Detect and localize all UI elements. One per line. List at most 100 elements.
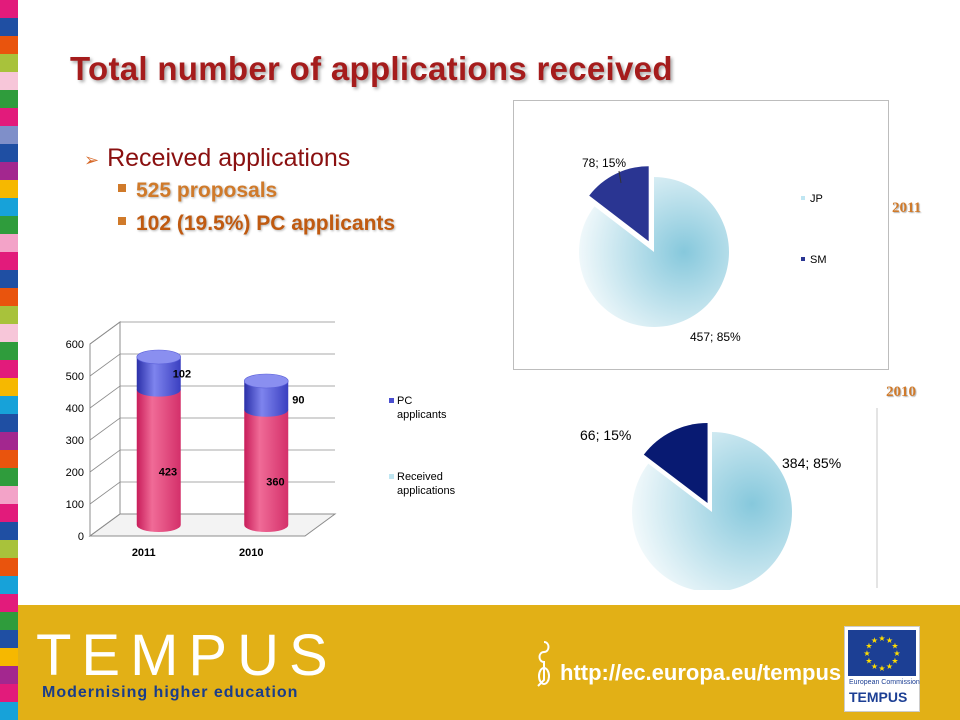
stripe-segment	[0, 612, 18, 630]
gridline	[89, 321, 335, 345]
y-tick-label: 200	[66, 467, 84, 479]
legend-label: PC	[397, 395, 412, 407]
pie-label-sm: 78; 15%	[582, 156, 626, 170]
stripe-segment	[0, 450, 18, 468]
pie-slice-jp	[632, 432, 793, 590]
stripe-segment	[0, 486, 18, 504]
y-tick-label: 600	[66, 339, 84, 351]
legend-swatch	[801, 196, 805, 200]
stripe-segment	[0, 378, 18, 396]
stripe-segment	[0, 702, 18, 720]
tempus-tagline: Modernising higher education	[42, 684, 299, 701]
pie-label-jp: 384; 85%	[782, 455, 841, 471]
pie-slice-sm	[589, 166, 649, 242]
y-tick-label: 400	[66, 403, 84, 415]
year-label-2011: 2011	[892, 200, 922, 216]
bar-pc-top	[136, 349, 182, 365]
stripe-segment	[0, 306, 18, 324]
stripe-segment	[0, 198, 18, 216]
stripe-segment	[0, 252, 18, 270]
y-tick-label: 0	[78, 531, 84, 543]
stripe-segment	[0, 234, 18, 252]
pie-label-sm: 66; 15%	[580, 427, 631, 443]
stripe-segment	[0, 18, 18, 36]
gridline	[89, 481, 335, 505]
stripe-segment	[0, 36, 18, 54]
y-tick-label: 100	[66, 499, 84, 511]
bullet-proposals: 525 proposals	[118, 179, 277, 203]
stripe-segment	[0, 144, 18, 162]
stripe-segment	[0, 360, 18, 378]
square-bullet-icon	[118, 217, 126, 226]
gridline	[89, 353, 335, 377]
pie-chart-2011: 78; 15% 457; 85% JP SM	[579, 156, 827, 344]
gridline	[89, 449, 335, 473]
data-label-received: 360	[266, 476, 284, 488]
eu-logo-line2: TEMPUS	[849, 689, 908, 705]
data-label-received: 423	[159, 466, 177, 478]
data-label-pc: 90	[292, 394, 304, 406]
y-tick-label: 300	[66, 435, 84, 447]
slide-title: Total number of applications received	[70, 50, 673, 87]
bar-received	[244, 409, 289, 532]
eu-star: ★	[871, 636, 878, 645]
bullet-pc-applicants: 102 (19.5%) PC applicants	[118, 212, 395, 236]
eu-star: ★	[865, 642, 872, 651]
bullet-received-applications: ➢ Received applications	[84, 144, 350, 173]
square-bullet-icon	[118, 184, 126, 193]
eu-star: ★	[891, 642, 898, 651]
stripe-segment	[0, 522, 18, 540]
stripe-segment	[0, 342, 18, 360]
stripe-segment	[0, 630, 18, 648]
stripe-segment	[0, 324, 18, 342]
legend-label: JP	[810, 193, 823, 205]
bullet-proposals-text: 525 proposals	[136, 179, 278, 202]
bar-received	[136, 389, 181, 532]
stripe-segment	[0, 414, 18, 432]
stripe-segment	[0, 54, 18, 72]
legend-swatch	[801, 257, 805, 261]
pie-chart-2011-frame: 78; 15% 457; 85% JP SM	[513, 100, 889, 370]
leader-line	[618, 170, 622, 184]
stripe-segment	[0, 126, 18, 144]
eu-star: ★	[878, 664, 885, 673]
legend-label: applicants	[397, 409, 447, 421]
stripe-segment	[0, 648, 18, 666]
legend-label: Received	[397, 471, 443, 483]
pie-label-jp: 457; 85%	[690, 330, 741, 344]
stripe-segment	[0, 216, 18, 234]
eu-star: ★	[886, 636, 893, 645]
x-tick-label: 2011	[132, 547, 156, 559]
pie-chart-2010: 66; 15% 384; 85%	[580, 408, 878, 590]
eu-star: ★	[878, 634, 885, 643]
data-label-pc: 102	[173, 368, 191, 380]
tempus-url-link[interactable]: http://ec.europa.eu/tempus	[560, 660, 842, 685]
stripe-segment	[0, 90, 18, 108]
y-tick-label: 500	[66, 371, 84, 383]
eu-star: ★	[865, 657, 872, 666]
stripe-segment	[0, 72, 18, 90]
bullet-pc-text: 102 (19.5%) PC applicants	[136, 212, 396, 235]
x-tick-label: 2010	[239, 547, 263, 559]
pie-slice-jp	[579, 177, 729, 327]
arrow-bullet-icon: ➢	[84, 150, 100, 170]
legend-label: applications	[397, 485, 456, 497]
stripe-segment	[0, 0, 18, 18]
european-commission-logo: ★ ★ ★ ★ ★ ★ ★ ★ ★ ★ ★ ★ European Commission TEMPUS	[844, 626, 920, 712]
eu-star: ★	[886, 662, 893, 671]
stripe-segment	[0, 666, 18, 684]
stripe-segment	[0, 270, 18, 288]
pen-icon	[537, 641, 550, 687]
legend-label: SM	[810, 254, 827, 266]
tempus-logo-text: TEMPUS	[36, 623, 338, 688]
stripe-segment	[0, 468, 18, 486]
legend-swatch	[389, 474, 394, 479]
chart-floor	[88, 513, 337, 537]
stripe-segment	[0, 504, 18, 522]
eu-flag-icon: ★ ★ ★ ★ ★ ★ ★ ★ ★ ★ ★ ★	[848, 630, 916, 676]
eu-star: ★	[893, 649, 900, 658]
stripe-segment	[0, 594, 18, 612]
stripe-segment	[0, 162, 18, 180]
legend-swatch	[389, 398, 394, 403]
